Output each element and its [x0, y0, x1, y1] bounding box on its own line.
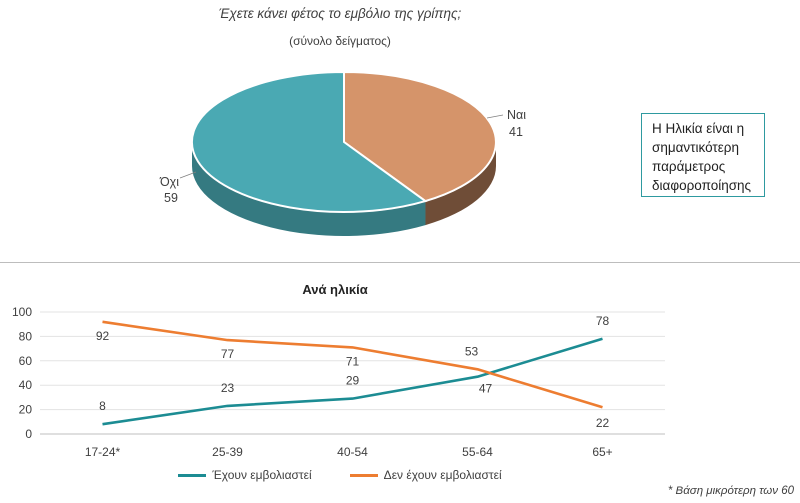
x-tick-label-3: 55-64	[462, 445, 493, 459]
footnote: * Βάση μικρότερη των 60	[667, 485, 794, 497]
pie-chart: Ναι 41 Όχι 59	[159, 70, 526, 236]
legend-item-not-vaccinated: Δεν έχουν εμβολιαστεί	[349, 468, 502, 482]
data-label-s1-0: 92	[96, 329, 110, 343]
pie-label-yes-name: Ναι	[507, 108, 526, 122]
y-tick-label-20: 20	[19, 403, 33, 417]
pie-label-yes-value: 41	[509, 125, 523, 139]
y-tick-label-100: 100	[12, 305, 32, 319]
x-tick-label-2: 40-54	[337, 445, 368, 459]
y-tick-label-0: 0	[25, 427, 32, 441]
note-box: Η Ηλικία είναι η σημαντικότερη παράμετρο…	[641, 113, 765, 197]
data-label-s0-1: 23	[221, 381, 235, 395]
pie-label-no-name: Όχι	[159, 175, 179, 189]
pie-side-no	[192, 142, 426, 236]
line-chart-grid	[40, 311, 665, 435]
y-tick-label-40: 40	[19, 378, 33, 392]
data-label-s1-4: 22	[596, 416, 610, 430]
data-label-s0-3: 47	[479, 382, 493, 396]
section-divider	[0, 262, 800, 263]
y-tick-label-80: 80	[19, 329, 33, 343]
x-tick-label-0: 17-24*	[85, 445, 121, 459]
data-label-s0-4: 78	[596, 314, 610, 328]
series-line-0	[102, 337, 603, 426]
pie-side-yes	[425, 142, 496, 226]
pie-leader-no	[179, 171, 197, 179]
pie-label-no-value: 59	[164, 191, 178, 205]
data-label-s1-3: 53	[465, 344, 479, 358]
x-tick-label-4: 65+	[592, 445, 612, 459]
data-label-s0-2: 29	[346, 374, 360, 388]
line-chart-title: Ανά ηλικία	[302, 282, 368, 297]
legend-label-vaccinated: Έχουν εμβολιαστεί	[212, 468, 312, 482]
line-chart: 0 20 40 60 80 100 17-24* 25-39 40-54 55-64 65+ 8 23 2…	[12, 305, 665, 459]
pie-slice-no	[190, 70, 428, 213]
data-label-s1-1: 77	[221, 347, 235, 361]
pie-chart-subtitle: (σύνολο δείγματος)	[289, 34, 391, 48]
legend-label-not-vaccinated: Δεν έχουν εμβολιαστεί	[383, 468, 502, 482]
legend-item-vaccinated: Έχουν εμβολιαστεί	[178, 468, 312, 482]
pie-chart-title: Έχετε κάνει φέτος το εμβόλιο της γρίπης;	[218, 6, 462, 21]
legend-swatch-vaccinated	[178, 473, 207, 477]
pie-3d	[190, 70, 497, 236]
y-tick-label-60: 60	[19, 354, 33, 368]
pie-leader-yes	[486, 114, 504, 119]
line-chart-legend: Έχουν εμβολιαστεί Δεν έχουν εμβολιαστεί	[0, 468, 680, 482]
data-label-s0-0: 8	[99, 399, 106, 413]
data-label-s1-2: 71	[346, 354, 360, 368]
series-line-1	[102, 320, 603, 409]
legend-swatch-not-vaccinated	[349, 473, 378, 477]
x-tick-label-1: 25-39	[212, 445, 243, 459]
